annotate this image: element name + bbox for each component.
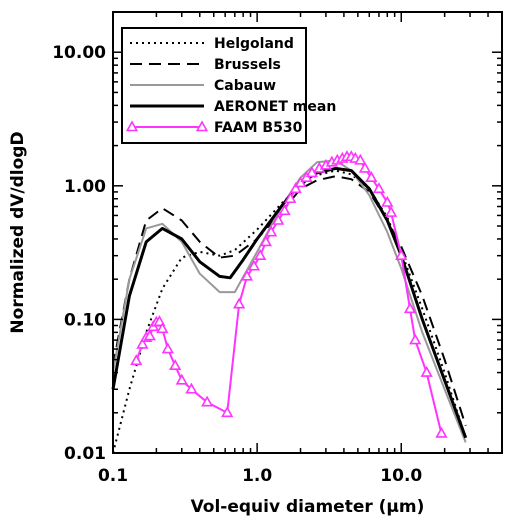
data-point-4-41 — [395, 249, 408, 260]
data-point-4-19 — [264, 225, 278, 237]
x-tick-label: 1.0 — [242, 466, 272, 486]
data-point-4-37 — [365, 171, 378, 183]
data-point-4-18 — [259, 235, 272, 247]
data-point-4-13 — [221, 406, 234, 418]
data-point-4-42 — [403, 302, 417, 314]
data-point-4-7 — [156, 322, 169, 334]
data-point-4-11 — [185, 382, 198, 394]
series-layer — [111, 155, 468, 454]
data-point-4-22 — [284, 192, 297, 204]
data-point-4-16 — [247, 259, 261, 271]
data-point-4-40 — [384, 205, 398, 217]
data-point-4-36 — [358, 161, 372, 173]
data-point-4-35 — [354, 153, 367, 165]
tick-layer: 0.1 1.0 10.0 0.01 0.10 1.00 10.00 — [52, 11, 503, 486]
data-point-4-9 — [169, 359, 182, 371]
legend-marker-1 — [195, 120, 209, 132]
data-point-4-44 — [420, 365, 433, 377]
data-point-4-6 — [153, 315, 166, 327]
series-line-3 — [111, 166, 468, 439]
x-tick-label: 0.1 — [98, 466, 128, 486]
legend-label-0: Helgoland — [214, 36, 294, 52]
legend-label-4: FAAM B530 — [214, 120, 303, 136]
data-point-4-10 — [175, 373, 188, 385]
data-point-4-15 — [240, 269, 254, 281]
data-point-4-1 — [136, 337, 149, 349]
data-point-4-38 — [372, 182, 386, 194]
data-point-4-8 — [161, 342, 174, 354]
data-point-4-23 — [289, 182, 302, 194]
data-point-4-21 — [278, 204, 291, 216]
data-point-4-3 — [143, 329, 156, 341]
legend-label-3: AERONET mean — [214, 99, 336, 115]
data-point-4-12 — [201, 395, 214, 407]
y-tick-label: 10.00 — [52, 43, 106, 63]
x-tick-label: 10.0 — [380, 466, 422, 486]
marker-layer — [130, 150, 448, 438]
x-axis-label: Vol-equiv diameter (μm) — [191, 497, 425, 517]
data-point-4-43 — [409, 333, 422, 345]
legend-label-2: Cabauw — [214, 78, 276, 94]
y-axis-label: Normalized dV/dlogD — [8, 131, 28, 333]
plot-frame — [112, 11, 503, 454]
legend: Helgoland Brussels Cabauw AERONET mean FAAM … — [121, 27, 336, 144]
series-line-4 — [135, 155, 443, 434]
y-tick-label: 0.01 — [64, 444, 106, 464]
data-point-4-20 — [272, 213, 285, 225]
legend-marker-0 — [125, 120, 139, 132]
data-point-4-39 — [381, 195, 394, 207]
data-point-4-0 — [130, 354, 143, 366]
data-point-4-17 — [254, 249, 267, 260]
data-point-4-45 — [435, 426, 448, 438]
series-line-1 — [112, 175, 467, 427]
y-tick-label: 0.10 — [64, 310, 106, 330]
legend-label-1: Brussels — [214, 57, 281, 73]
data-point-4-14 — [233, 297, 246, 309]
data-point-4-24 — [294, 176, 307, 188]
y-tick-label: 1.00 — [64, 177, 106, 197]
